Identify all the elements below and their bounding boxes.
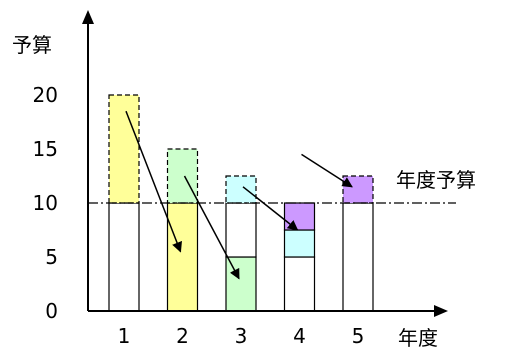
- x-tick-label: 1: [118, 324, 131, 348]
- bar-segment: [342, 202, 374, 312]
- y-tick-labels: 0 5 10 15 20: [33, 83, 58, 323]
- y-axis-arrowhead: [82, 10, 94, 24]
- bar-segment: [225, 202, 257, 258]
- bar-segment: [108, 202, 140, 312]
- transfer-arrow: [183, 175, 240, 280]
- bar-segment: [283, 229, 316, 258]
- x-tick-label: 2: [176, 324, 189, 348]
- bar-year-1: [108, 94, 140, 312]
- budget-line-label: 年度予算: [396, 168, 476, 192]
- y-tick-label: 15: [33, 137, 58, 161]
- bar-segment: [166, 202, 199, 312]
- bar-segment: [166, 148, 199, 204]
- bar-segment: [283, 256, 316, 312]
- bar-segment: [283, 202, 316, 231]
- bar-year-3: [225, 175, 257, 312]
- bars-layer: [108, 94, 374, 312]
- transfer-arrow: [125, 110, 182, 253]
- x-axis-title: 年度: [398, 326, 438, 349]
- bar-year-2: [166, 148, 199, 312]
- bar-segment: [225, 256, 257, 312]
- bar-year-4: [283, 202, 316, 312]
- bar-segment: [108, 94, 140, 204]
- bar-segment: [225, 175, 257, 204]
- x-tick-labels: 1 2 3 4 5: [118, 324, 365, 348]
- y-tick-label: 20: [33, 83, 58, 107]
- y-axis-title: 予算: [12, 33, 52, 57]
- x-tick-label: 4: [293, 324, 306, 348]
- x-tick-label: 5: [352, 324, 365, 348]
- y-tick-label: 0: [45, 299, 58, 323]
- transfer-arrow: [301, 153, 353, 188]
- arrows-layer: [125, 110, 353, 280]
- x-axis-arrowhead: [434, 305, 448, 317]
- x-tick-label: 3: [235, 324, 248, 348]
- y-tick-label: 10: [33, 191, 58, 215]
- bar-year-5: [342, 175, 374, 312]
- transfer-arrow: [242, 186, 299, 231]
- bar-segment: [342, 175, 374, 204]
- y-tick-label: 5: [45, 245, 58, 269]
- axes: [82, 10, 448, 317]
